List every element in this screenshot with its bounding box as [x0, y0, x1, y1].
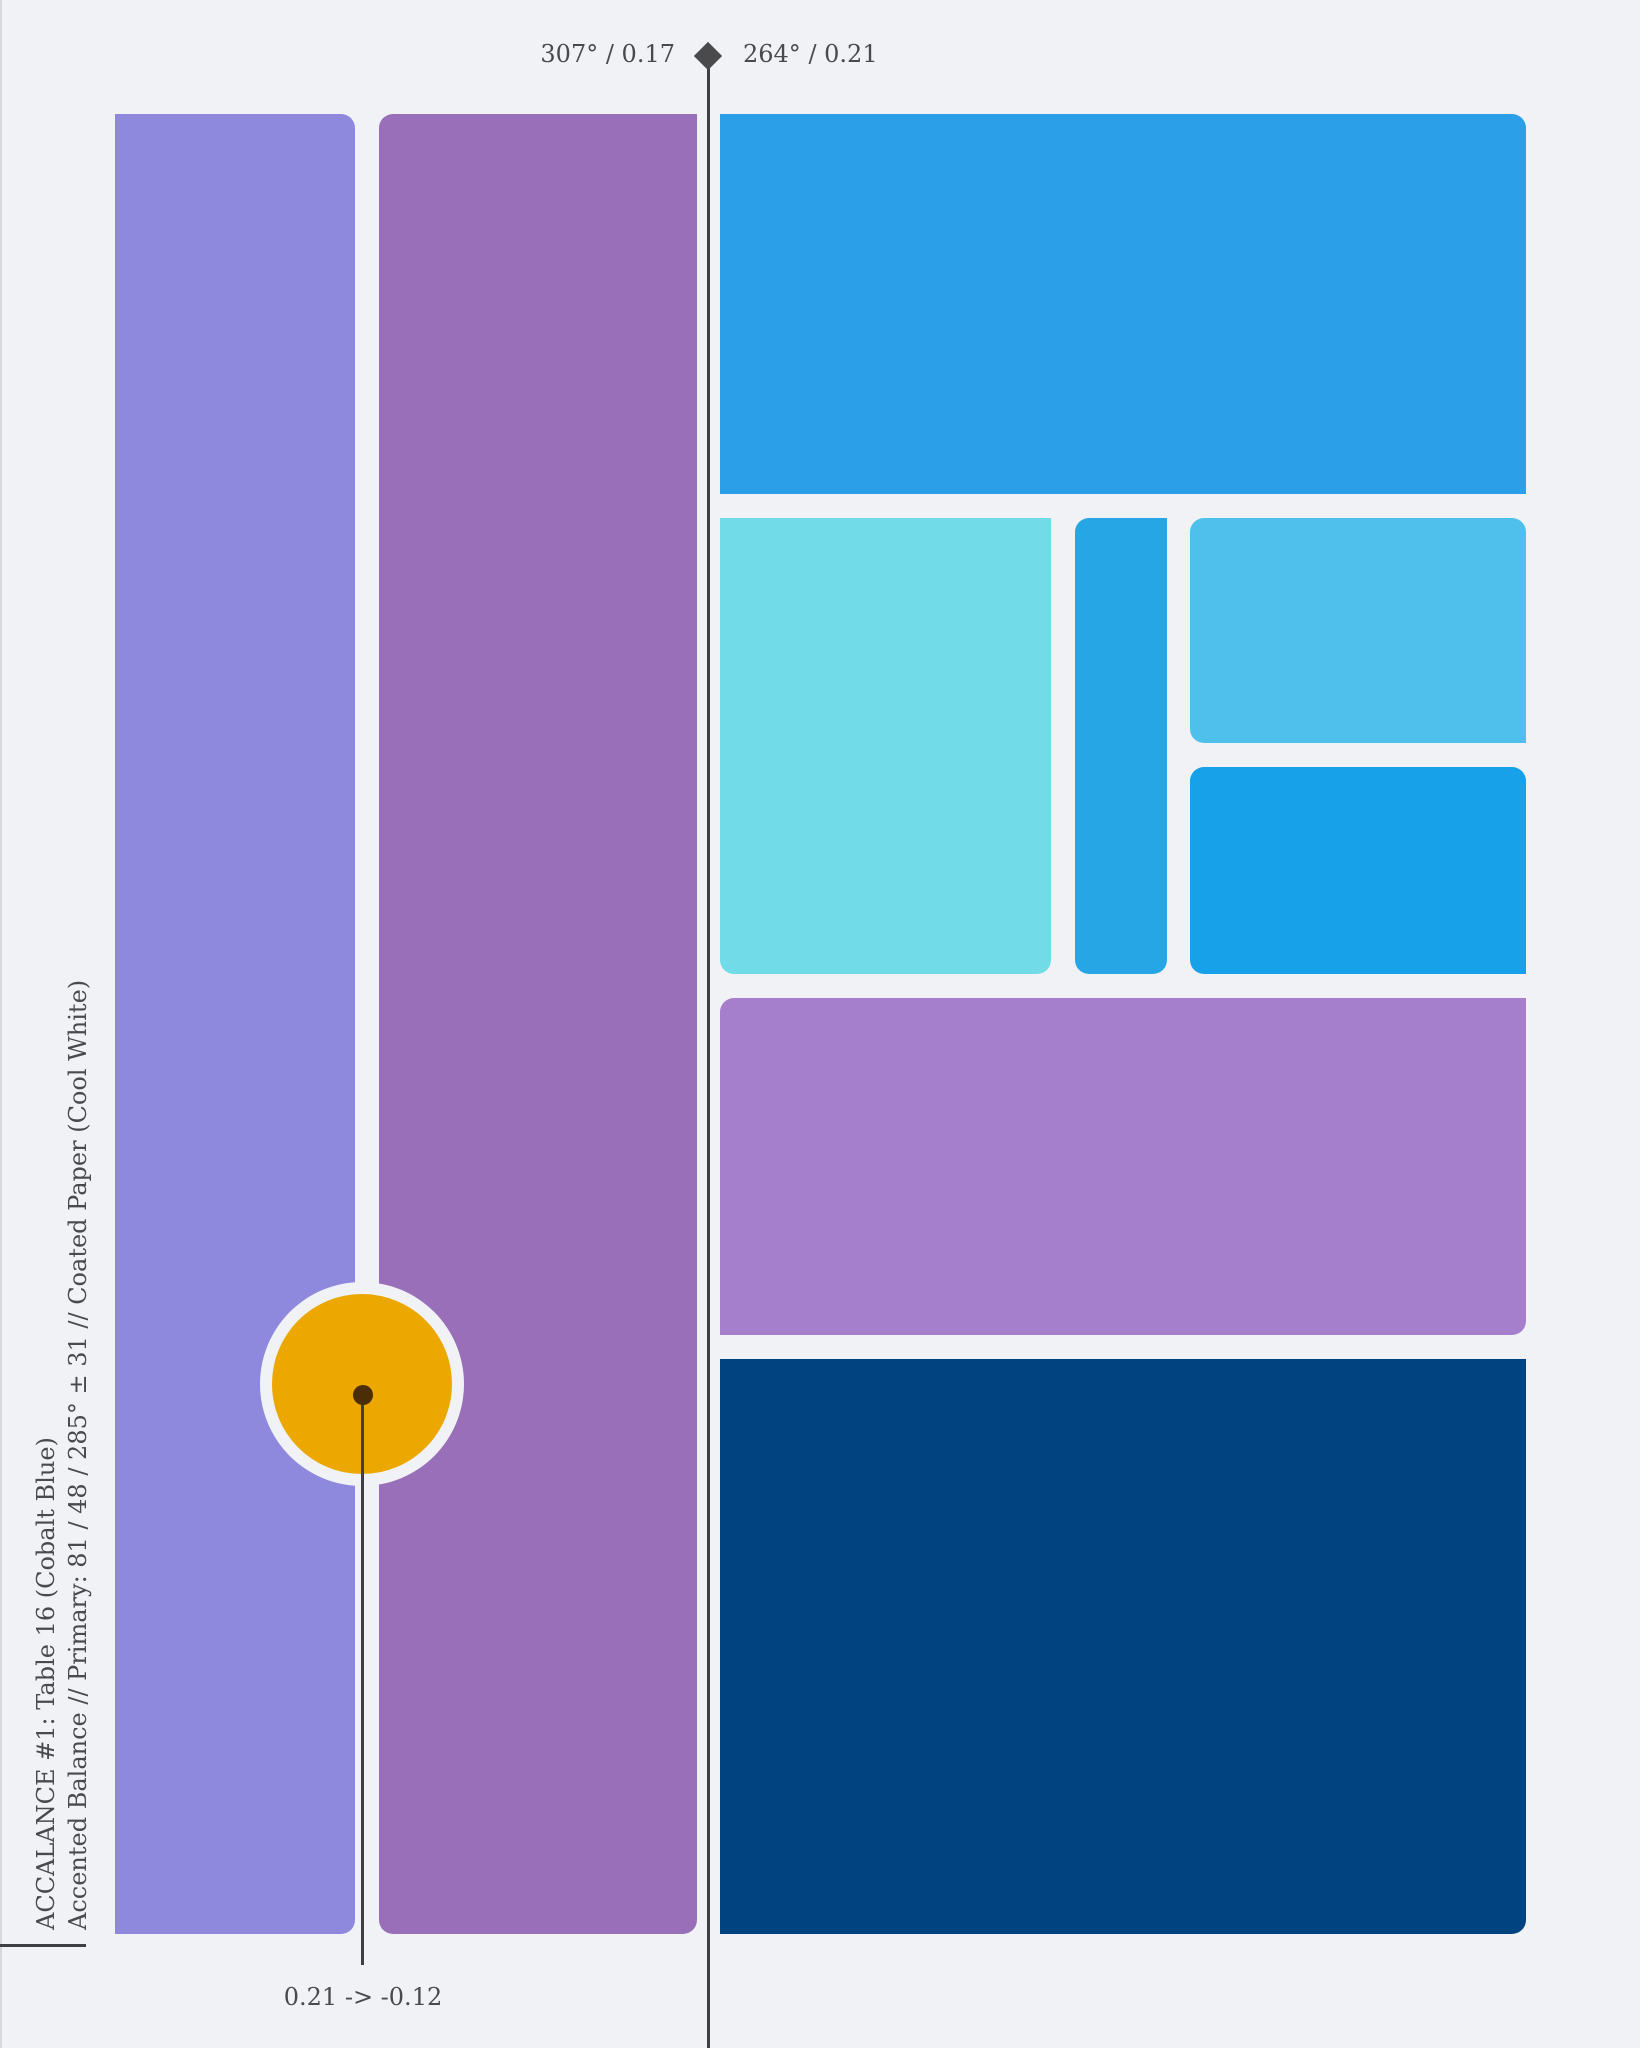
- axis-label-left: 307° / 0.17: [540, 40, 675, 68]
- swatch-lavender: [115, 114, 355, 1934]
- swatch-aqua: [720, 518, 1051, 974]
- caption-subtitle: Accented Balance // Primary: 81 / 48 / 2…: [64, 979, 92, 1930]
- page-edge: [0, 0, 2, 2048]
- diamond-marker-icon: [693, 41, 723, 71]
- swatch-cobalt: [720, 1359, 1526, 1934]
- swatch-sky-narrow: [1075, 518, 1167, 974]
- swatch-violet: [379, 114, 697, 1934]
- accent-marker-pin-icon: [353, 1385, 373, 1405]
- hue-axis-line: [707, 58, 710, 2048]
- swatch-light-sky: [1190, 518, 1526, 743]
- caption-rule: [0, 1944, 86, 1947]
- swatch-orchid: [720, 998, 1526, 1335]
- swatch-bright-sky: [1190, 767, 1526, 974]
- caption: ACCALANCE #1: Table 16 (Cobalt Blue) Acc…: [30, 979, 94, 1930]
- accent-marker-label: 0.21 -> -0.12: [283, 1983, 443, 2011]
- axis-label-right: 264° / 0.21: [743, 40, 878, 68]
- caption-title: ACCALANCE #1: Table 16 (Cobalt Blue): [32, 1437, 60, 1930]
- accent-marker-stem: [361, 1395, 364, 1965]
- swatch-azure-top: [720, 114, 1526, 494]
